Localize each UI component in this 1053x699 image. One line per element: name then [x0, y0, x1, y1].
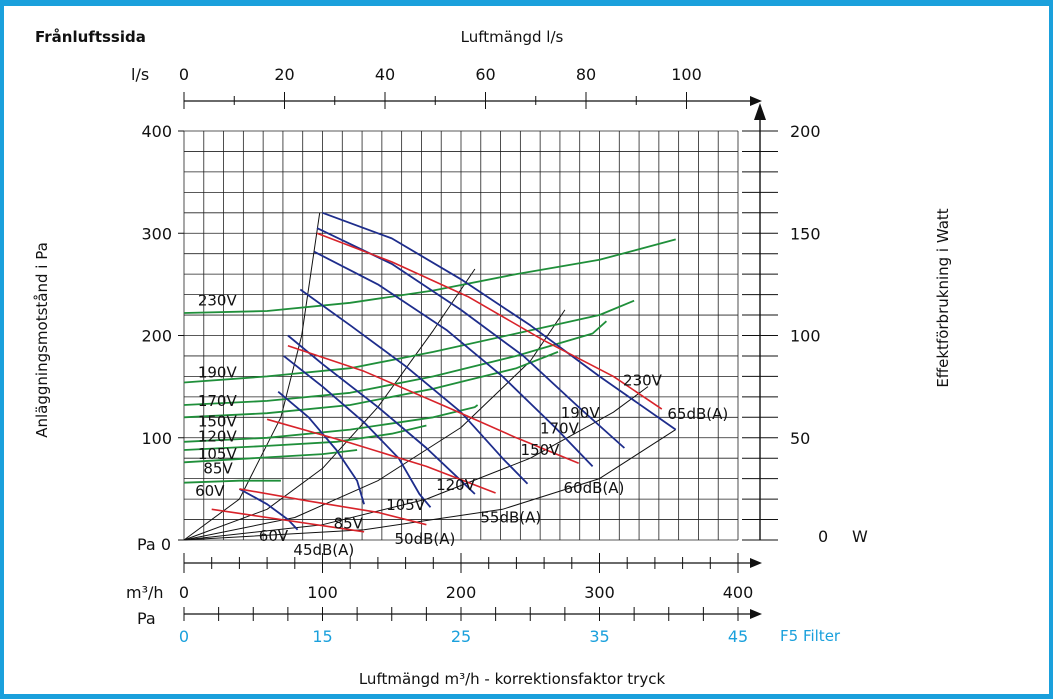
fan-curve — [283, 355, 432, 508]
pa-axis-arrow — [750, 609, 762, 619]
curves — [183, 211, 677, 541]
sound-curve — [211, 508, 365, 533]
right-tick-label: 200 — [790, 122, 821, 141]
power-curve — [183, 479, 281, 484]
corner-label: Frånluftssida — [35, 28, 146, 46]
left-tick-label: 200 — [141, 327, 172, 346]
top-tick-label: 40 — [375, 65, 395, 84]
bottom-axis-title: Luftmängd m³/h - korrektionsfaktor tryck — [359, 670, 666, 688]
power-curve — [183, 320, 607, 406]
top-tick-label: 0 — [179, 65, 189, 84]
left-axis-title: Anläggningsmotstånd i Pa — [33, 242, 51, 438]
right-tick-label: 150 — [790, 224, 821, 243]
top-axis-unit: l/s — [131, 65, 149, 84]
curve-label: 190V — [561, 404, 601, 422]
sound-curve — [266, 418, 496, 494]
left-zero-label: Pa 0 — [137, 535, 171, 554]
curve-label: 150V — [198, 412, 238, 430]
curve-label: 230V — [623, 371, 663, 389]
curve-labels: 230V190V170V150V120V105V85V60V230V190V17… — [195, 292, 728, 559]
power-curve — [183, 238, 676, 314]
pa-axis-unit: Pa — [137, 609, 156, 628]
right-axis-unit: W — [852, 527, 868, 546]
curve-label: 170V — [198, 392, 238, 410]
sound-curve — [316, 232, 663, 410]
power-curve — [183, 449, 358, 464]
m3h-tick-label: 200 — [446, 583, 477, 602]
curve-label: 105V — [386, 496, 426, 514]
system-curve — [183, 268, 476, 541]
sound-curve — [287, 344, 580, 465]
fan-curve — [313, 250, 594, 468]
curve-label: 170V — [540, 420, 580, 438]
top-tick-label: 60 — [475, 65, 495, 84]
m3h-axis-arrow — [750, 558, 762, 568]
curve-label: 190V — [198, 363, 238, 381]
system-curve — [183, 309, 566, 541]
top-axis-arrow — [750, 96, 762, 106]
curve-label: 55dB(A) — [480, 508, 541, 526]
curve-label: 65dB(A) — [667, 405, 728, 423]
curve-label: 105V — [198, 445, 238, 463]
fan-curve — [299, 288, 529, 485]
system-curve — [183, 386, 649, 541]
top-tick-label: 100 — [671, 65, 702, 84]
sound-curve — [239, 488, 427, 526]
power-curve — [183, 424, 427, 451]
curve-label: 85V — [334, 515, 364, 533]
top-axis-title: Luftmängd l/s — [461, 28, 564, 46]
fan-curve — [322, 211, 677, 431]
curve-label: 50dB(A) — [395, 530, 456, 548]
curve-label: 60V — [195, 482, 225, 500]
top-tick-label: 80 — [576, 65, 596, 84]
left-tick-label: 100 — [141, 429, 172, 448]
power-curve — [183, 404, 479, 443]
pa-tick-label: 25 — [451, 627, 471, 646]
curve-label: 60V — [259, 527, 289, 545]
right-tick-label: 100 — [790, 327, 821, 346]
grid — [183, 130, 739, 541]
fan-curve — [277, 391, 365, 505]
left-tick-label: 400 — [141, 122, 172, 141]
m3h-tick-label: 0 — [179, 583, 189, 602]
pa-tick-label: 35 — [589, 627, 609, 646]
m3h-tick-label: 100 — [307, 583, 338, 602]
m3h-tick-label: 300 — [584, 583, 615, 602]
curve-label: 60dB(A) — [563, 479, 624, 497]
fan-curve — [287, 334, 476, 495]
m3h-tick-label: 400 — [723, 583, 754, 602]
curve-label: 120V — [198, 428, 238, 446]
right-tick-label: 50 — [790, 429, 810, 448]
top-tick-label: 20 — [274, 65, 294, 84]
power-curve — [183, 351, 559, 419]
system-curve — [183, 429, 676, 541]
pa-tick-label: 0 — [179, 627, 189, 646]
power-curve — [183, 299, 635, 384]
curve-label: 85V — [203, 459, 233, 477]
fan-curve — [238, 488, 299, 531]
curve-label: 45dB(A) — [293, 541, 354, 559]
curve-label: 150V — [521, 441, 561, 459]
filter-label: F5 Filter — [780, 627, 841, 645]
right-zero-label: 0 — [818, 527, 828, 546]
right-axis-title: Effektförbrukning i Watt — [934, 208, 952, 387]
right-axis-arrow — [754, 103, 766, 120]
pa-tick-label: 45 — [728, 627, 748, 646]
curve-label: 120V — [436, 476, 476, 494]
pa-tick-label: 15 — [312, 627, 332, 646]
m3h-axis-unit: m³/h — [126, 583, 164, 602]
curve-label: 230V — [198, 292, 238, 310]
left-tick-label: 300 — [141, 224, 172, 243]
